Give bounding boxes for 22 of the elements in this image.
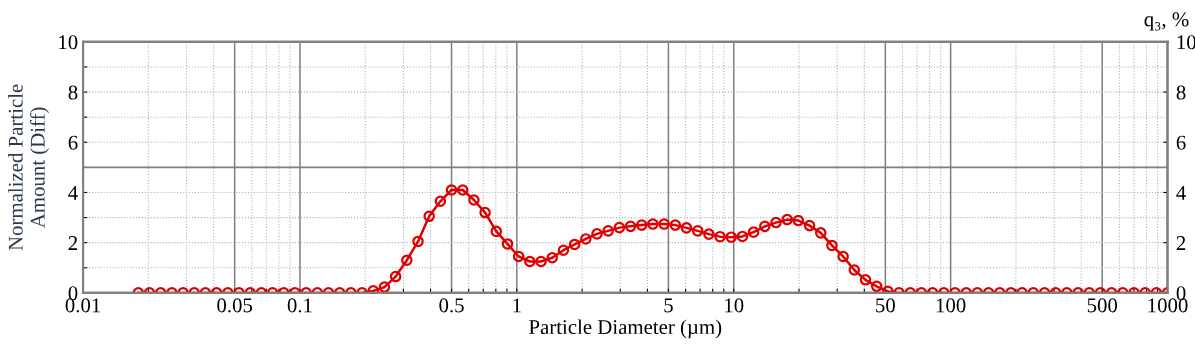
y-tick-label: 8 — [68, 85, 78, 100]
x-tick-label: 50 — [876, 298, 895, 313]
y-tick-label: 2 — [68, 236, 78, 250]
y2-tick-label: 4 — [1176, 185, 1186, 200]
y-tick-label: 10 — [59, 35, 78, 50]
x-tick-label: 100 — [936, 298, 966, 313]
y2-axis-title: q₃, % — [1144, 12, 1189, 31]
x-tick-label: 0.5 — [439, 298, 464, 313]
y2-tick-label: 10 — [1177, 35, 1195, 50]
y2-tick-label: 2 — [1176, 236, 1186, 250]
x-tick-label: 1 — [513, 298, 521, 313]
y-tick-label: 6 — [68, 135, 78, 150]
x-tick-label: 500 — [1087, 298, 1118, 313]
y2-tick-label: 6 — [1176, 135, 1186, 150]
y-axis-title: Normalized Particle Amount (Diff) — [8, 84, 50, 251]
x-tick-label: 10 — [725, 298, 744, 313]
x-tick-label: 0.05 — [217, 298, 253, 313]
y-tick-label: 4 — [68, 185, 78, 200]
y2-tick-label: 8 — [1176, 85, 1186, 100]
x-tick-label: 0.1 — [287, 298, 312, 313]
x-axis-title: Particle Diameter (µm) — [529, 319, 722, 339]
x-tick-label: 5 — [664, 298, 673, 313]
